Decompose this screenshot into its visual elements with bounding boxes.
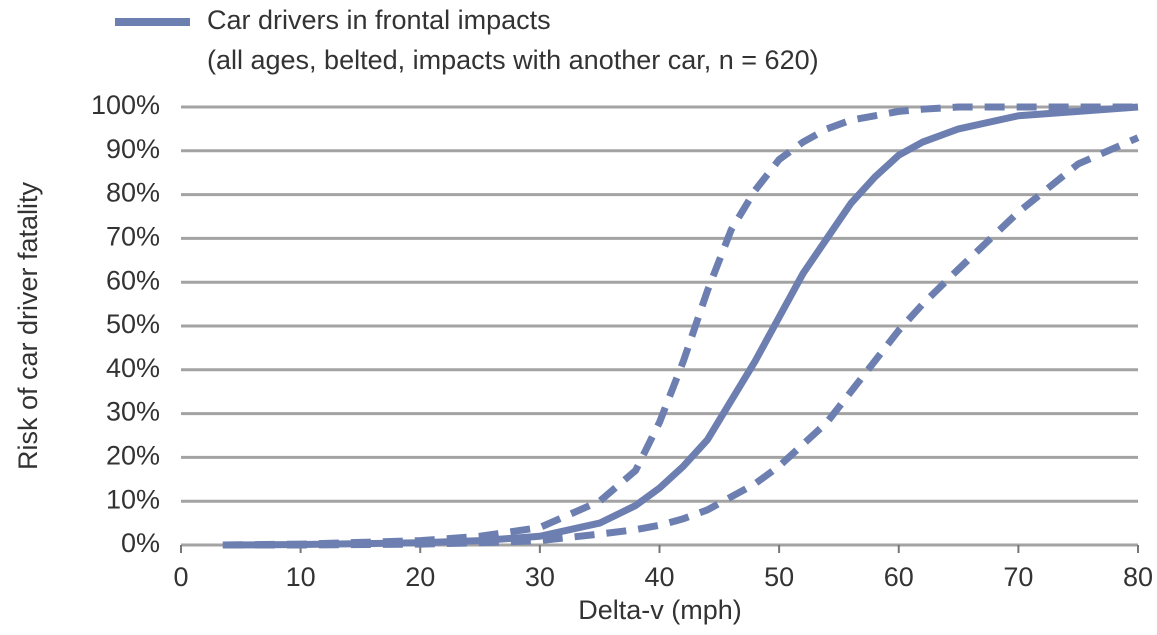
x-tick-label: 40: [644, 562, 674, 592]
legend-label: Car drivers in frontal impacts: [207, 5, 551, 35]
x-tick-label: 70: [1003, 562, 1033, 592]
x-tick-label: 20: [405, 562, 435, 592]
y-tick-label: 60%: [106, 265, 160, 295]
y-tick-label: 10%: [106, 484, 160, 514]
series-line: [222, 134, 1140, 549]
y-tick-label: 30%: [106, 397, 160, 427]
y-tick-label: 40%: [106, 353, 160, 383]
x-tick-label: 50: [764, 562, 794, 592]
x-tick-label: 30: [525, 562, 555, 592]
legend-note: (all ages, belted, impacts with another …: [207, 45, 819, 75]
y-tick-label: 20%: [106, 441, 160, 471]
x-tick-label: 10: [286, 562, 316, 592]
y-tick-label: 0%: [121, 528, 160, 558]
y-axis-label: Risk of car driver fatality: [13, 181, 43, 470]
series-line: [222, 103, 1139, 549]
y-tick-label: 100%: [91, 90, 160, 120]
x-tick-label: 0: [173, 562, 188, 592]
y-tick-label: 70%: [106, 222, 160, 252]
y-tick-label: 90%: [106, 134, 160, 164]
series-line: [222, 103, 1138, 549]
y-tick-label: 80%: [106, 178, 160, 208]
x-tick-label: 80: [1123, 562, 1153, 592]
x-axis-label: Delta-v (mph): [578, 595, 742, 625]
y-tick-label: 50%: [106, 309, 160, 339]
x-tick-label: 60: [884, 562, 914, 592]
